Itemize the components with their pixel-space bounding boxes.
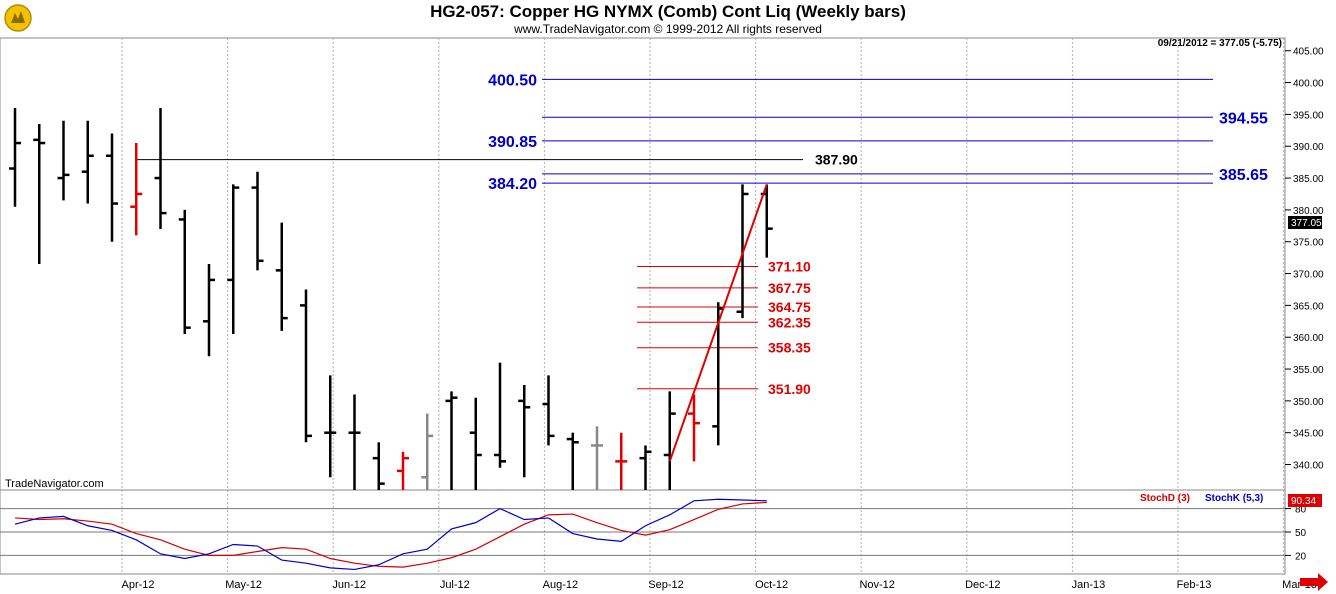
ohlc-bar: [178, 209, 191, 335]
price-tick-label: 350.00: [1293, 397, 1324, 408]
month-gridlines: [121, 38, 1285, 574]
price-tick-label: 385.00: [1293, 174, 1324, 185]
black-level-label: 387.90: [815, 152, 858, 168]
price-tick-label: 375.00: [1293, 238, 1324, 249]
red-level-label: 364.75: [768, 299, 811, 315]
ohlc-bar: [372, 442, 385, 490]
price-tick-label: 390.00: [1293, 142, 1324, 153]
blue-level-label: 400.50: [488, 72, 537, 89]
stoch-value-box: [1288, 494, 1322, 507]
red-level-label: 371.10: [768, 259, 811, 275]
last-price-label: 377.05: [1291, 218, 1322, 229]
chart-title: HG2-057: Copper HG NYMX (Comb) Cont Liq …: [430, 2, 906, 21]
ohlc-bar: [421, 413, 434, 490]
month-label: May-12: [225, 579, 262, 591]
price-tick-label: 365.00: [1293, 301, 1324, 312]
stochk-legend: StochK (5,3): [1205, 493, 1263, 504]
month-label: Oct-12: [755, 579, 788, 591]
month-label: Jan-13: [1072, 579, 1106, 591]
ohlc-bar: [275, 222, 288, 331]
ohlc-bar: [445, 391, 458, 490]
stoch-lines: 80 50 20: [0, 498, 1307, 571]
copyright-text: www.TradeNavigator.com © 1999-2012 All r…: [514, 22, 822, 36]
month-label: Feb-13: [1177, 579, 1212, 591]
ohlc-bar: [397, 451, 409, 490]
month-label: Jun-12: [332, 579, 366, 591]
ohlc-bar: [639, 445, 652, 490]
stoch-tick-label: 80: [1295, 505, 1307, 516]
watermark: TradeNavigator.com: [5, 478, 104, 490]
month-label: Dec-12: [965, 579, 1000, 591]
logo-icon: [3, 3, 33, 33]
stochd-legend: StochD (3): [1140, 493, 1190, 504]
ohlc-bar: [227, 184, 240, 335]
last-price-box: [1288, 216, 1322, 229]
ohlc-bar: [57, 120, 70, 201]
ohlc-bar: [688, 394, 700, 462]
price-tick-label: 370.00: [1293, 270, 1324, 281]
ohlc-bar: [251, 171, 264, 271]
red-level-label: 358.35: [768, 340, 811, 356]
ohlc-bar: [542, 375, 555, 446]
ohlc-bar: [591, 426, 603, 490]
ohlc-bar: [130, 143, 143, 236]
month-label: Jul-12: [440, 579, 470, 591]
ohlc-bar: [348, 394, 361, 490]
ohlc-bar: [324, 375, 337, 478]
price-tick-label: 400.00: [1293, 79, 1324, 90]
ohlc-bar: [615, 432, 628, 490]
ohlc-bar: [469, 397, 482, 490]
ohlc-bar: [154, 108, 167, 229]
month-label: Aug-12: [543, 579, 578, 591]
ohlc-bar: [106, 133, 118, 242]
month-label: Sep-12: [648, 579, 683, 591]
ohlc-bar: [81, 120, 94, 204]
red-level-label: 351.90: [768, 381, 811, 397]
ohlc-bar: [203, 264, 215, 357]
price-tick-label: 345.00: [1293, 429, 1324, 440]
blue-level-label: 384.20: [488, 176, 537, 193]
price-tick-label: 405.00: [1293, 47, 1324, 58]
stoch-tick-label: 50: [1295, 528, 1307, 539]
month-label: Nov-12: [859, 579, 894, 591]
stochd-line: [14, 501, 767, 568]
price-tick-label: 355.00: [1293, 365, 1324, 376]
stoch-tick-label: 20: [1295, 551, 1307, 562]
quote-text: 09/21/2012 = 377.05 (-5.75): [1158, 38, 1282, 49]
trend-line: [668, 184, 768, 462]
blue-level-label: 394.55: [1219, 110, 1268, 127]
ohlc-bar: [663, 391, 676, 490]
ohlc-bar: [33, 123, 46, 264]
price-axis: 340.00 345.00 350.00 355.00 360.00 365.00 370.…: [1285, 47, 1324, 472]
price-tick-label: 360.00: [1293, 333, 1324, 344]
ohlc-bar: [300, 289, 312, 443]
ohlc-bars: [9, 108, 773, 490]
stochk-line: [14, 498, 767, 571]
stoch-value-label: 90.34: [1291, 496, 1316, 507]
price-tick-label: 380.00: [1293, 206, 1324, 217]
price-tick-label: 395.00: [1293, 110, 1324, 121]
time-axis: Apr-12 May-12 Jun-12 Jul-12 Aug-12 Sep-12 Oct-…: [121, 579, 1317, 591]
fib-levels: 400.50 394.55 390.85 385.65 384.20 387.90 371.…: [135, 72, 1268, 397]
ohlc-bar: [566, 432, 579, 490]
chart-header: HG2-057: Copper HG NYMX (Comb) Cont Liq …: [0, 0, 1336, 38]
ohlc-bar: [9, 108, 21, 207]
blue-level-label: 390.85: [488, 134, 537, 151]
red-level-label: 367.75: [768, 280, 811, 296]
ohlc-bar: [494, 362, 506, 468]
blue-level-label: 385.65: [1219, 167, 1268, 184]
price-tick-label: 340.00: [1293, 461, 1324, 472]
ohlc-bar: [518, 384, 531, 478]
price-panel: [0, 37, 1286, 491]
month-label: Apr-12: [121, 579, 154, 591]
scroll-right-arrow-icon[interactable]: [1300, 573, 1328, 591]
red-level-label: 362.35: [768, 314, 811, 330]
